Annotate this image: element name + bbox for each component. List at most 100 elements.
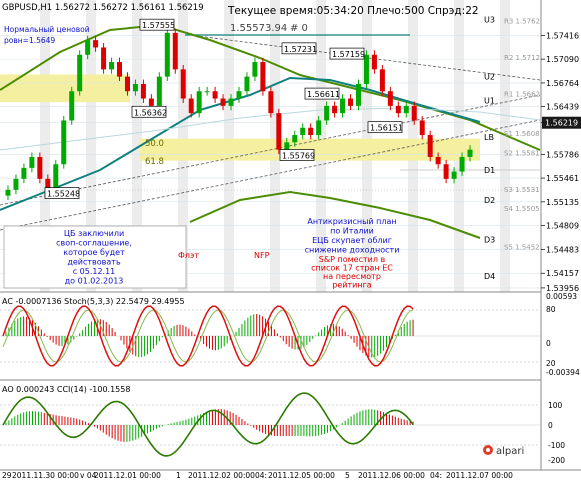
candle (363, 50, 369, 89)
svg-text:1.56611: 1.56611 (307, 90, 340, 99)
session-band (132, 0, 142, 292)
candle (204, 86, 210, 96)
osc1-axis-label: 0 (546, 339, 551, 348)
pivot-label: LB (484, 133, 494, 142)
candle (252, 57, 258, 82)
grid (0, 35, 541, 289)
alpari-logo: alpari (483, 445, 524, 457)
candle (101, 43, 107, 74)
time-label: 5 (345, 471, 350, 480)
pivot-label: D3 (484, 235, 495, 244)
price-label: 1.57090 (546, 55, 579, 64)
candle (61, 116, 67, 169)
candle (395, 101, 401, 118)
osc2-axis-label: 100 (548, 401, 563, 410)
pivot-label: D2 (484, 196, 495, 205)
annotation-left-line: ЦБ заключили (64, 229, 124, 238)
candle (21, 163, 27, 184)
osc2-axis-label: -100 (548, 441, 565, 450)
indicator-name: Нормальный ценовой (4, 25, 90, 34)
annotation-nfp: NFP (254, 251, 270, 260)
candle (140, 79, 146, 103)
candle (268, 86, 274, 118)
trend-line (0, 119, 541, 231)
candle (459, 152, 465, 176)
candle (13, 174, 19, 195)
ao-cci-title: AO 0.000243 CCI(14) -100.1558 (2, 385, 130, 394)
candle (387, 86, 393, 111)
candle (371, 50, 377, 74)
candle (132, 79, 138, 96)
svg-text:1.55248: 1.55248 (47, 190, 80, 199)
candle (228, 94, 234, 111)
candle (220, 94, 226, 111)
pivot-label: S5 1.5452 (504, 244, 540, 252)
candle (117, 57, 123, 82)
candle (348, 94, 354, 111)
time-label: 1 (176, 471, 181, 480)
candle (164, 28, 170, 82)
annotation-left-line: с 05.12.11 (73, 267, 116, 276)
annotation-sp-line: рейтинга (332, 281, 371, 290)
pivot-label: S1 1.5608 (504, 130, 540, 138)
ao-cci-panel: 100 0 -100 -200 (0, 392, 565, 465)
candle (467, 145, 473, 162)
indicator-value: ровн=1.5649 (4, 36, 55, 45)
candle (379, 64, 385, 96)
svg-text:1.57231: 1.57231 (284, 45, 317, 54)
pivot-label: U2 (484, 73, 495, 82)
pivot-label: R1 1.5662 (504, 90, 540, 98)
candle (355, 79, 361, 111)
pivot-label: D1 (484, 166, 495, 175)
moving-averages (0, 23, 541, 239)
ac-stoch-panel: 0.00593 80 20 0 -0.00394 (0, 292, 580, 377)
candle (212, 86, 218, 103)
candle (308, 123, 314, 140)
candle (419, 116, 425, 140)
ma-green-lower (189, 190, 481, 239)
annotation-left-line: действовать (67, 258, 121, 267)
ac-stoch-title: AC -0.0007136 Stoch(5,3,3) 22.5479 29.49… (2, 297, 185, 306)
server-time: Текущее время:05:34:20 Плечо:500 Спрэд:2… (227, 5, 479, 17)
candles (5, 28, 473, 201)
osc2-axis-label: -200 (548, 456, 565, 465)
candle (77, 50, 83, 96)
pivot-label: R3 1.5762 (504, 17, 540, 25)
time-label: 2011.11.30 00:00 (12, 471, 79, 480)
candle (196, 86, 202, 118)
price-label: 1.55461 (546, 174, 579, 183)
annotation-box (3, 225, 187, 289)
candle (435, 152, 441, 169)
stoch-main (2, 305, 414, 367)
price-box: 1.57555 (139, 18, 175, 31)
time-label: 2011.12.02 00:00 (188, 471, 255, 480)
pivot-levels: U3 R3 1.5762 U2 R2 1.5712 U1 R1 1.5662 LB S1 1.… (484, 16, 540, 281)
svg-text:1.57159: 1.57159 (332, 50, 365, 59)
osc1-axis-label: -0.00394 (546, 368, 580, 377)
annotation-sp-line: список 17 стран ЕС (311, 264, 393, 273)
candle (85, 35, 91, 60)
candle (236, 86, 242, 103)
candle (316, 116, 322, 140)
current-price-label: 1.56219 (545, 119, 578, 128)
candle (451, 167, 457, 184)
annotation-italy-line: снижение доходности (305, 246, 400, 255)
price-label: 1.56764 (546, 79, 579, 88)
session-band (86, 0, 96, 292)
candle (29, 152, 35, 173)
level-text-2: # 0 (290, 23, 308, 34)
time-label: 04: (255, 471, 267, 480)
cci-line (2, 392, 414, 457)
price-label: 1.56439 (546, 103, 579, 112)
annotation-left-line: до 01.02.2013 (65, 277, 124, 286)
pivot-label: D4 (484, 272, 495, 281)
price-box: 1.57231 (281, 42, 317, 55)
annotation-left-line: своп-соглашение, (56, 239, 132, 248)
candle (172, 28, 178, 74)
fib-50-label: 50.0 (145, 139, 164, 149)
ma-teal (0, 76, 481, 211)
candle (180, 64, 186, 103)
price-box: 1.56611 (304, 87, 340, 100)
